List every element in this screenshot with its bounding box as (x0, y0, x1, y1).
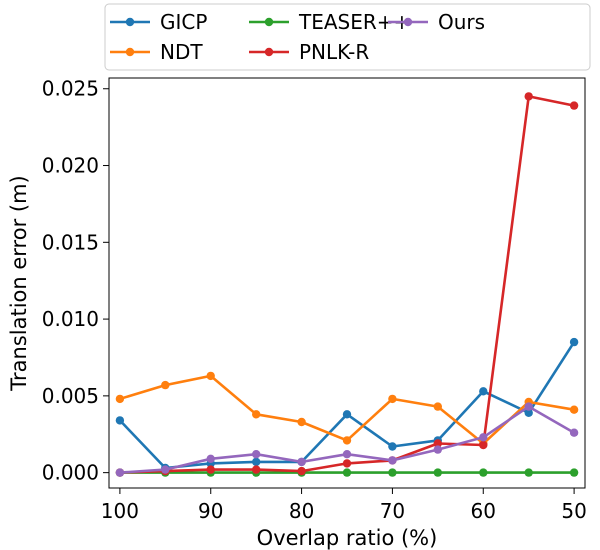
data-point-pnlk-r (479, 440, 488, 450)
data-point-teaser (569, 468, 579, 477)
x-tick-label: 60 (471, 499, 496, 523)
data-point-gicp (388, 442, 397, 451)
x-axis-title: Overlap ratio (%) (257, 526, 438, 550)
data-point-ours (115, 468, 125, 477)
data-point-ours (569, 428, 579, 437)
legend-item-gicp: GICP (110, 10, 207, 34)
y-tick-label: 0.020 (42, 154, 99, 178)
legend-item-teaser: TEASER++ (249, 10, 410, 34)
data-point-gicp (342, 410, 352, 419)
y-tick-label: 0.015 (42, 230, 99, 254)
data-point-pnlk-r (252, 465, 261, 474)
y-axis-title: Translation error (m) (7, 175, 31, 391)
data-point-ours (297, 457, 306, 467)
data-point-teaser (479, 468, 488, 477)
data-point-ours (252, 450, 261, 459)
y-axis: 0.000 0.005 0.010 0.015 0.020 0.025 (42, 77, 109, 485)
data-point-pnlk-r (569, 101, 579, 110)
data-point-teaser (524, 468, 533, 477)
legend-marker-teaser (264, 17, 274, 27)
legend-label-ours: Ours (438, 10, 485, 34)
data-point-ndt (342, 436, 352, 445)
data-point-ndt (297, 417, 306, 427)
x-tick-label: 100 (101, 499, 139, 523)
legend-label-pnlk-r: PNLK-R (299, 40, 369, 64)
data-point-gicp (479, 387, 488, 396)
legend-item-ours: Ours (388, 10, 485, 34)
legend: GICP NDT TEASER++ PNLK-R Ours (104, 3, 591, 71)
legend-item-ndt: NDT (110, 40, 203, 64)
axes-frame (108, 77, 586, 489)
data-point-ndt (115, 394, 125, 404)
y-tick-label: 0.010 (42, 307, 99, 331)
x-tick-label: 70 (380, 499, 405, 523)
data-point-ours (433, 445, 442, 454)
data-point-teaser (388, 468, 397, 477)
data-point-gicp (569, 337, 579, 347)
data-point-ours (342, 450, 352, 459)
legend-marker-gicp (125, 17, 135, 27)
data-point-ours (388, 456, 397, 465)
y-tick-label: 0.000 (42, 461, 99, 485)
data-point-pnlk-r (524, 92, 533, 101)
data-point-ours (524, 402, 533, 411)
data-point-pnlk-r (297, 466, 306, 476)
y-tick-label: 0.005 (42, 384, 99, 408)
plot-area (115, 92, 579, 477)
legend-label-ndt: NDT (160, 40, 203, 64)
data-point-pnlk-r (342, 459, 352, 468)
data-point-ours (161, 465, 170, 474)
data-point-ndt (433, 402, 442, 411)
data-point-ndt (161, 380, 170, 390)
data-point-ours (479, 433, 488, 442)
series-ours (115, 402, 579, 477)
data-point-gicp (252, 457, 261, 467)
x-tick-label: 50 (561, 499, 586, 523)
data-point-teaser (433, 468, 442, 477)
legend-item-pnlk-r: PNLK-R (249, 40, 369, 64)
data-point-ndt (388, 394, 397, 404)
data-point-ndt (569, 405, 579, 414)
x-axis: 100 90 80 70 60 50 (101, 488, 587, 523)
x-tick-label: 80 (289, 499, 314, 523)
legend-marker-pnlk-r (264, 47, 274, 57)
data-point-ndt (252, 410, 261, 419)
legend-box (104, 3, 591, 71)
data-point-pnlk-r (433, 439, 442, 448)
legend-marker-ndt (125, 47, 135, 57)
data-point-ours (206, 454, 215, 463)
data-point-ndt (206, 371, 215, 381)
x-tick-label: 90 (198, 499, 223, 523)
data-point-gicp (524, 408, 533, 417)
series-gicp (115, 337, 579, 473)
legend-label-gicp: GICP (160, 10, 207, 34)
data-point-gicp (115, 416, 125, 425)
data-point-teaser (342, 468, 352, 477)
legend-marker-ours (403, 17, 413, 27)
y-tick-label: 0.025 (42, 77, 99, 101)
data-point-pnlk-r (206, 465, 215, 474)
